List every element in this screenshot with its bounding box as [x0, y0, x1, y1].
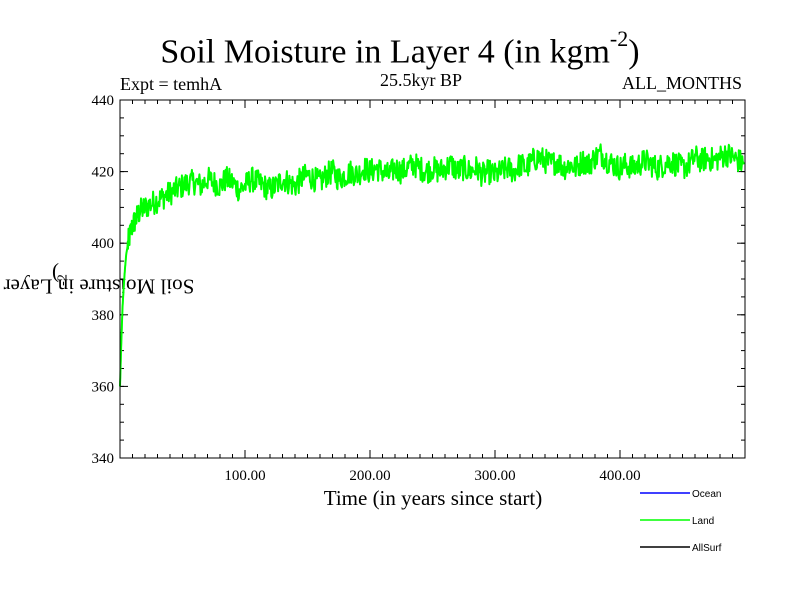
axis-ticks: [120, 99, 745, 459]
y-tick-label: 400: [92, 236, 115, 252]
legend: Ocean Land AllSurf: [640, 489, 722, 554]
chart-title: Soil Moisture in Layer 4 (in kgm-2): [160, 26, 640, 71]
y-tick-label: 340: [92, 451, 115, 467]
plot-frame: [119, 99, 746, 459]
tick-labels: 100.00 200.00 300.00 400.00 340 360 380 400 420 4…: [92, 93, 641, 484]
period-label: 25.5kyr BP: [380, 70, 463, 90]
y-tick-label: 420: [92, 165, 115, 181]
x-tick-label: 400.00: [599, 468, 640, 484]
y-tick-label: 380: [92, 308, 115, 324]
x-tick-label: 200.00: [349, 468, 390, 484]
legend-label-ocean: Ocean: [692, 489, 721, 500]
x-tick-label: 300.00: [474, 468, 515, 484]
x-tick-label: 100.00: [224, 468, 265, 484]
series-line-land: [119, 143, 745, 387]
series-group: [119, 143, 745, 387]
legend-label-allsurf: AllSurf: [692, 543, 722, 554]
experiment-label: Expt = temhA: [120, 74, 223, 94]
y-tick-label: 440: [92, 93, 115, 109]
months-label: ALL_MONTHS: [622, 73, 742, 93]
x-axis-title: Time (in years since start): [323, 486, 543, 510]
legend-label-land: Land: [692, 516, 714, 527]
y-tick-label: 360: [92, 379, 115, 395]
